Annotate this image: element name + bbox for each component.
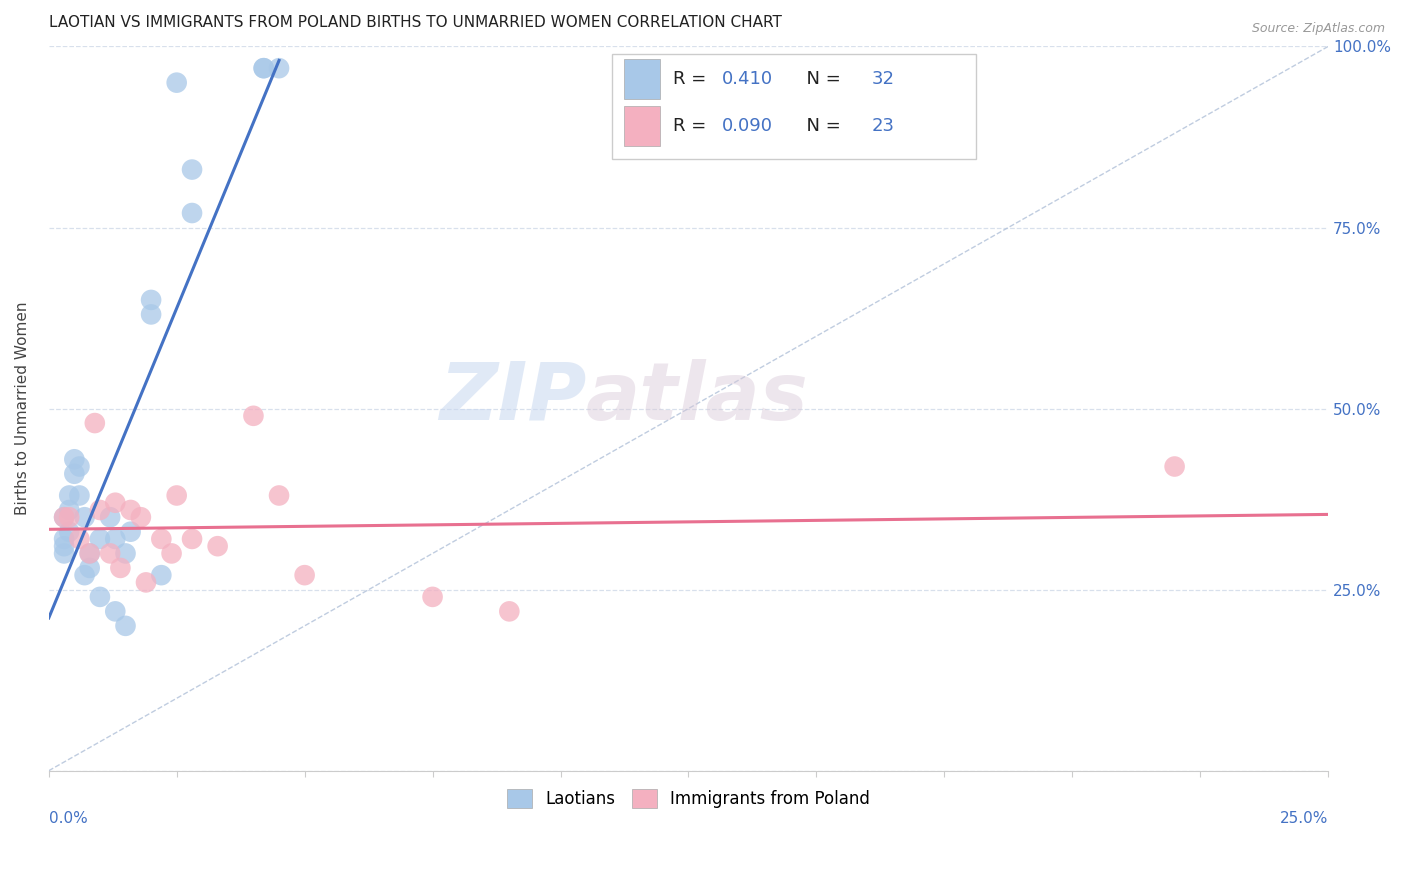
Point (498, 604, 520, 618)
Point (89, 532, 111, 546)
Text: N =: N = (794, 70, 846, 88)
Point (181, 162, 204, 177)
Point (139, 293, 162, 307)
Point (104, 496, 127, 510)
Point (150, 532, 173, 546)
Point (129, 510, 152, 524)
Point (69, 488, 91, 502)
Point (79, 561, 101, 575)
Y-axis label: Births to Unmarried Women: Births to Unmarried Women (15, 301, 30, 516)
Point (79, 546, 101, 560)
Point (150, 568, 173, 582)
Legend: Laotians, Immigrants from Poland: Laotians, Immigrants from Poland (499, 780, 879, 817)
Point (53, 532, 76, 546)
Point (53, 510, 76, 524)
Point (98, 510, 121, 524)
Text: atlas: atlas (586, 359, 808, 437)
Point (242, 409, 264, 423)
Text: 25.0%: 25.0% (1279, 811, 1329, 825)
Point (53, 539, 76, 553)
Point (104, 532, 127, 546)
Text: N =: N = (794, 117, 846, 135)
FancyBboxPatch shape (612, 54, 976, 159)
Point (73, 510, 96, 524)
Point (58, 488, 80, 502)
Text: 0.0%: 0.0% (49, 811, 87, 825)
Point (58, 524, 80, 539)
Point (253, 61, 276, 75)
Point (253, 61, 276, 75)
Point (166, 76, 188, 90)
Point (53, 510, 76, 524)
Text: 0.410: 0.410 (721, 70, 773, 88)
Point (73, 568, 96, 582)
Point (139, 307, 162, 321)
Text: 23: 23 (872, 117, 894, 135)
Text: Source: ZipAtlas.com: Source: ZipAtlas.com (1251, 22, 1385, 36)
Point (181, 532, 204, 546)
Point (422, 590, 444, 604)
Point (110, 561, 132, 575)
Point (294, 568, 316, 582)
Point (69, 532, 91, 546)
Point (1163, 459, 1185, 474)
Point (135, 575, 157, 590)
Point (104, 604, 127, 618)
Point (120, 524, 142, 539)
Point (160, 546, 183, 560)
Point (83, 416, 105, 430)
Point (53, 546, 76, 560)
Point (63, 452, 86, 467)
Point (120, 503, 142, 517)
Text: 0.090: 0.090 (721, 117, 773, 135)
Text: LAOTIAN VS IMMIGRANTS FROM POLAND BIRTHS TO UNMARRIED WOMEN CORRELATION CHART: LAOTIAN VS IMMIGRANTS FROM POLAND BIRTHS… (49, 15, 782, 30)
Point (207, 539, 229, 553)
FancyBboxPatch shape (624, 106, 661, 146)
Point (166, 488, 188, 502)
Point (181, 206, 204, 220)
Text: 32: 32 (872, 70, 894, 88)
Point (98, 546, 121, 560)
Point (69, 459, 91, 474)
Point (267, 61, 290, 75)
Point (63, 467, 86, 481)
Text: R =: R = (673, 117, 711, 135)
Point (114, 546, 136, 560)
Point (114, 619, 136, 633)
Point (267, 488, 290, 502)
Point (89, 503, 111, 517)
FancyBboxPatch shape (624, 59, 661, 99)
Point (58, 503, 80, 517)
Point (58, 510, 80, 524)
Text: R =: R = (673, 70, 711, 88)
Point (79, 546, 101, 560)
Point (89, 590, 111, 604)
Text: ZIP: ZIP (439, 359, 586, 437)
